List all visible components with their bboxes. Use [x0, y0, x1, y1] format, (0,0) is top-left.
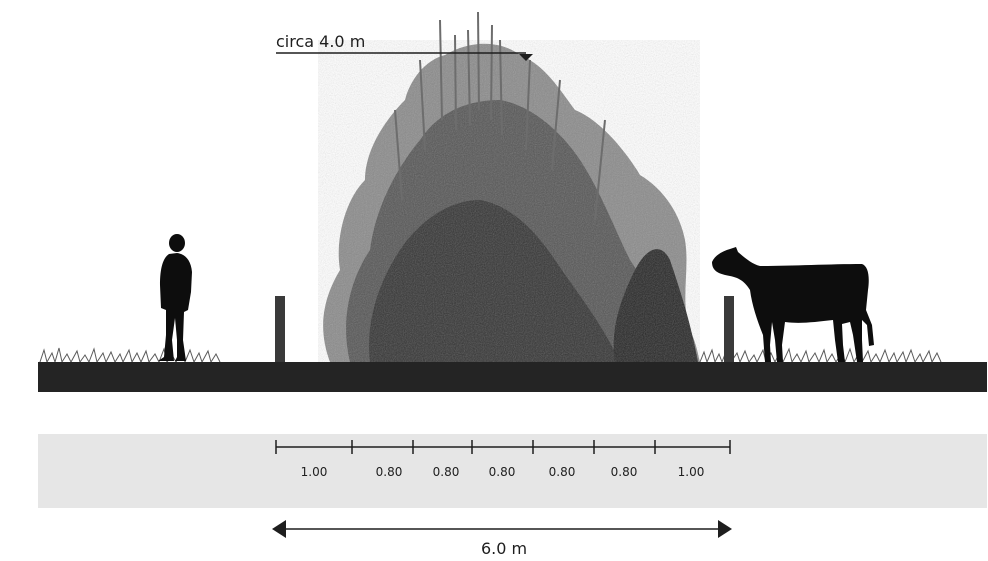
cow-silhouette	[712, 247, 874, 362]
fence-post-right	[724, 296, 734, 362]
spacing-label: 1.00	[301, 465, 328, 479]
height-label: circa 4.0 m	[276, 32, 365, 51]
width-arrow-left	[272, 520, 286, 538]
person-silhouette	[158, 234, 192, 361]
width-indicator: 6.0 m	[272, 520, 732, 558]
spacing-label: 0.80	[376, 465, 403, 479]
spacing-label: 0.80	[489, 465, 516, 479]
fence-post-left	[275, 296, 285, 362]
width-arrow-right	[718, 520, 732, 538]
ground	[38, 362, 987, 392]
spacing-label: 0.80	[433, 465, 460, 479]
spacing-scale: 1.00 0.80 0.80 0.80 0.80 0.80 1.00	[275, 440, 731, 479]
height-marker	[519, 54, 533, 61]
spacing-label: 1.00	[678, 465, 705, 479]
spacing-label: 0.80	[549, 465, 576, 479]
spacing-label: 0.80	[611, 465, 638, 479]
hedge-foliage	[318, 40, 700, 362]
hedge-stems	[394, 11, 606, 221]
width-label: 6.0 m	[481, 539, 527, 558]
height-indicator: circa 4.0 m	[276, 32, 533, 61]
